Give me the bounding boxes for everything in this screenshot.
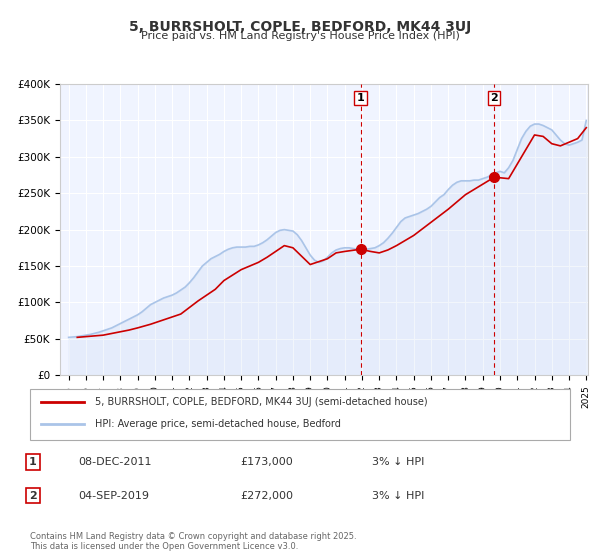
Text: 3% ↓ HPI: 3% ↓ HPI [372,457,424,467]
Text: 04-SEP-2019: 04-SEP-2019 [78,491,149,501]
Text: HPI: Average price, semi-detached house, Bedford: HPI: Average price, semi-detached house,… [95,419,341,430]
Text: 2: 2 [29,491,37,501]
Text: 1: 1 [357,93,364,102]
Text: £272,000: £272,000 [240,491,293,501]
Text: Contains HM Land Registry data © Crown copyright and database right 2025.
This d: Contains HM Land Registry data © Crown c… [30,532,356,552]
Text: 3% ↓ HPI: 3% ↓ HPI [372,491,424,501]
FancyBboxPatch shape [30,389,570,440]
Text: 08-DEC-2011: 08-DEC-2011 [78,457,151,467]
Text: 1: 1 [29,457,37,467]
Text: 5, BURRSHOLT, COPLE, BEDFORD, MK44 3UJ (semi-detached house): 5, BURRSHOLT, COPLE, BEDFORD, MK44 3UJ (… [95,397,427,407]
Text: 2: 2 [490,93,498,102]
Text: Price paid vs. HM Land Registry's House Price Index (HPI): Price paid vs. HM Land Registry's House … [140,31,460,41]
Text: £173,000: £173,000 [240,457,293,467]
Text: 5, BURRSHOLT, COPLE, BEDFORD, MK44 3UJ: 5, BURRSHOLT, COPLE, BEDFORD, MK44 3UJ [129,20,471,34]
